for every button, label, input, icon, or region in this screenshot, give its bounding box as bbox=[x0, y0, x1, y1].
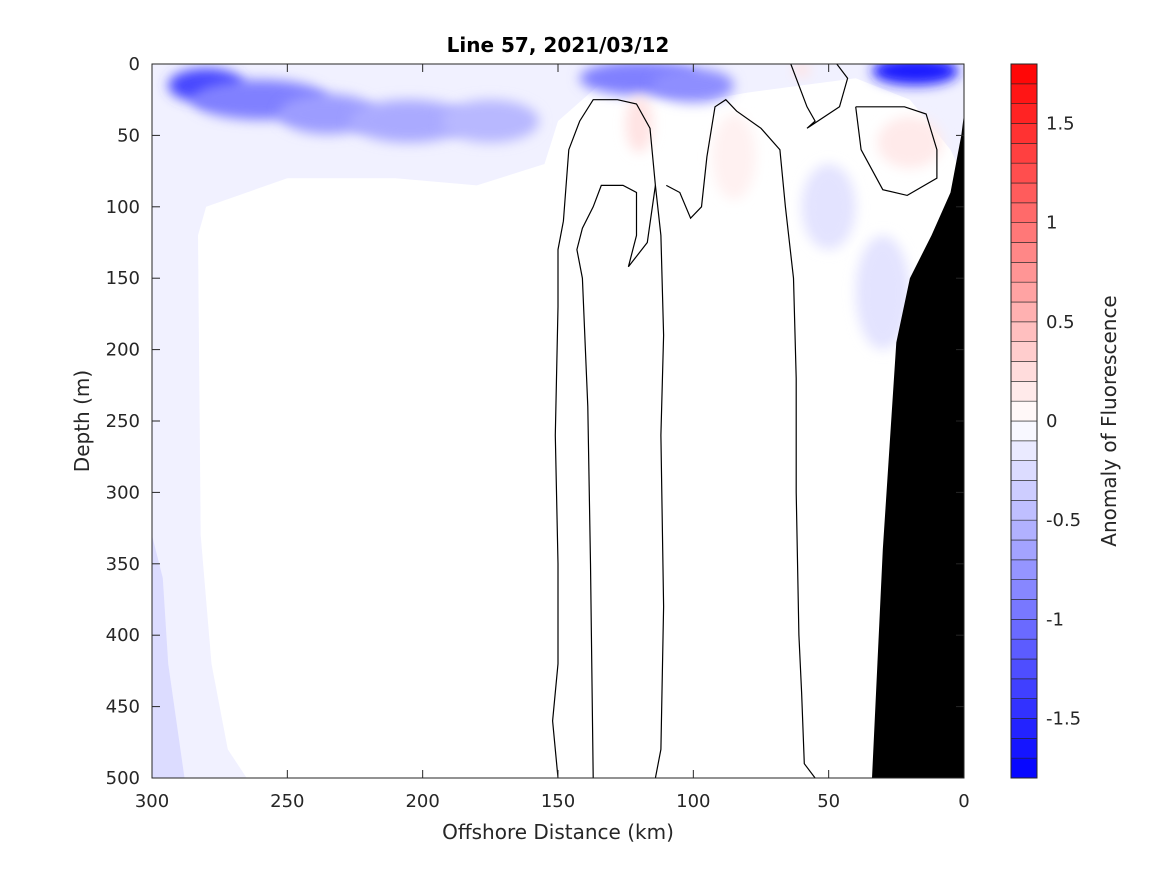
colorbar-segment bbox=[1010, 281, 1038, 303]
contour-line bbox=[576, 184, 656, 778]
colorbar-segment bbox=[1010, 182, 1038, 204]
colorbar-tick-label: -1 bbox=[1046, 609, 1064, 630]
x-tick-label: 100 bbox=[676, 791, 710, 812]
colorbar-tick-label: 0 bbox=[1046, 411, 1057, 432]
colorbar-segment bbox=[1010, 678, 1038, 699]
y-tick-label: 100 bbox=[106, 197, 140, 218]
y-tick-label: 300 bbox=[106, 482, 140, 503]
y-tick-label: 400 bbox=[106, 625, 140, 646]
bathymetry bbox=[872, 114, 964, 778]
colorbar-segment bbox=[1010, 420, 1038, 442]
anomaly-patch bbox=[801, 164, 856, 250]
seafloor bbox=[872, 114, 964, 778]
anomaly-patch bbox=[652, 68, 734, 103]
contour-line bbox=[790, 64, 849, 129]
colorbar-segment bbox=[1010, 242, 1038, 263]
colorbar-segment bbox=[1010, 222, 1038, 243]
colorbar-segment bbox=[1010, 262, 1038, 283]
colorbar-segment bbox=[1010, 321, 1038, 342]
colorbar-segment bbox=[1010, 698, 1038, 719]
anomaly-patch bbox=[441, 99, 539, 143]
weak-anomaly-band bbox=[152, 64, 964, 778]
colorbar-ticks: -1.5 -1 -0.5 0 0.5 1 1.5 bbox=[1046, 114, 1081, 730]
y-axis-label: Depth (m) bbox=[70, 370, 94, 472]
x-tick-label: 250 bbox=[270, 791, 304, 812]
y-tick-label: 350 bbox=[106, 554, 140, 575]
x-axis-label: Offshore Distance (km) bbox=[442, 820, 674, 844]
anomaly-patch bbox=[877, 116, 943, 169]
x-tick-label: 150 bbox=[541, 791, 575, 812]
colorbar-label: Anomaly of Fluorescence bbox=[1097, 295, 1121, 546]
anomaly-field bbox=[152, 64, 964, 778]
x-tick-label: 0 bbox=[958, 791, 969, 812]
anomaly-patch bbox=[712, 114, 756, 200]
colorbar-segment bbox=[1010, 83, 1038, 104]
colorbar-segment bbox=[1010, 619, 1038, 640]
colorbar-segment bbox=[1010, 738, 1038, 759]
plot-area bbox=[151, 63, 965, 779]
anomaly-patch bbox=[872, 64, 959, 86]
colorbar-segment bbox=[1010, 301, 1038, 323]
colorbar-segment bbox=[1010, 460, 1038, 481]
x-tick-label: 50 bbox=[817, 791, 840, 812]
colorbar-segment bbox=[1010, 559, 1038, 580]
colorbar-segment bbox=[1010, 539, 1038, 561]
x-tick-label: 200 bbox=[405, 791, 439, 812]
chart-title: Line 57, 2021/03/12 bbox=[447, 33, 670, 57]
contour-line bbox=[855, 106, 938, 197]
colorbar-tick-label: -0.5 bbox=[1046, 510, 1081, 531]
contour-line bbox=[551, 99, 665, 778]
y-tick-label: 150 bbox=[106, 268, 140, 289]
y-tick-label: 450 bbox=[106, 697, 140, 718]
colorbar-segment bbox=[1010, 579, 1038, 600]
colorbar-segment bbox=[1010, 599, 1038, 620]
colorbar-segment bbox=[1010, 480, 1038, 501]
colorbar-segment bbox=[1010, 123, 1038, 144]
colorbar-tick-label: 1.5 bbox=[1046, 114, 1075, 135]
y-tick-label: 250 bbox=[106, 411, 140, 432]
deep-offshore-anomaly bbox=[152, 535, 185, 778]
contour-line bbox=[666, 98, 816, 778]
colorbar-segment bbox=[1010, 103, 1038, 124]
colorbar-segment bbox=[1010, 718, 1038, 739]
colorbar-segment bbox=[1010, 162, 1038, 184]
colorbar-tick-label: 0.5 bbox=[1046, 312, 1075, 333]
colorbar-segment bbox=[1010, 381, 1038, 402]
colorbar-segment bbox=[1010, 341, 1038, 362]
colorbar-tick-label: -1.5 bbox=[1046, 709, 1081, 730]
colorbar-segment bbox=[1010, 658, 1038, 680]
y-tick-label: 50 bbox=[117, 125, 140, 146]
anomaly-patch bbox=[793, 64, 810, 77]
colorbar-segment bbox=[1010, 519, 1038, 541]
colorbar-tick-label: 1 bbox=[1046, 213, 1057, 234]
colorbar-frame bbox=[1010, 63, 1038, 779]
colorbar-segments bbox=[1010, 63, 1038, 779]
colorbar-segment bbox=[1010, 63, 1038, 85]
x-tick-label: 300 bbox=[135, 791, 169, 812]
colorbar-segment bbox=[1010, 400, 1038, 422]
colorbar-segment bbox=[1010, 440, 1038, 461]
y-tick-label: 500 bbox=[106, 768, 140, 789]
y-axis: 0 50 100 150 200 250 300 350 400 450 500 bbox=[106, 54, 964, 789]
colorbar-segment bbox=[1010, 202, 1038, 223]
colorbar: -1.5 -1 -0.5 0 0.5 1 1.5 Anomaly of Fluorescen… bbox=[1010, 63, 1121, 779]
anomaly-patch bbox=[349, 99, 469, 143]
y-tick-label: 0 bbox=[129, 54, 140, 75]
x-axis: 300 250 200 150 100 50 0 bbox=[135, 64, 970, 812]
colorbar-segment bbox=[1010, 500, 1038, 521]
colorbar-segment bbox=[1010, 638, 1038, 660]
colorbar-segment bbox=[1010, 757, 1038, 779]
colorbar-segment bbox=[1010, 143, 1038, 164]
anomaly-patch bbox=[855, 235, 910, 350]
y-tick-label: 200 bbox=[106, 340, 140, 361]
zero-contours bbox=[551, 64, 938, 778]
anomaly-patch bbox=[625, 95, 653, 153]
colorbar-segment bbox=[1010, 361, 1038, 382]
